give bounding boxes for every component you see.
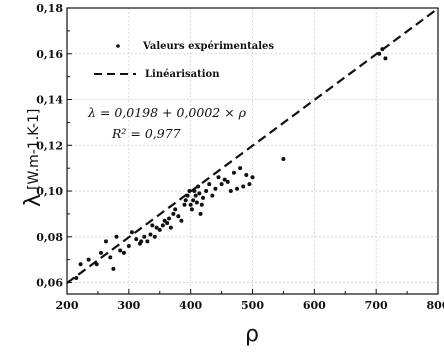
data-point xyxy=(160,223,165,228)
data-point xyxy=(188,202,193,207)
y-tick-label: 0,12 xyxy=(36,139,63,152)
data-point xyxy=(183,198,188,203)
data-point xyxy=(247,182,252,187)
data-point xyxy=(167,216,172,221)
data-point xyxy=(173,207,178,212)
data-point xyxy=(165,221,170,226)
equation-annotation: λ = 0,0198 + 0,0002 × ρ xyxy=(87,105,247,120)
data-point xyxy=(168,225,173,230)
legend: Valeurs expérimentales Linéarisation xyxy=(94,41,274,80)
data-point xyxy=(210,193,215,198)
data-point xyxy=(74,275,79,280)
data-point xyxy=(86,257,91,262)
data-point xyxy=(199,202,204,207)
data-point xyxy=(189,207,194,212)
axis-ticks xyxy=(66,7,439,294)
data-point xyxy=(228,189,233,194)
data-point xyxy=(114,234,119,239)
data-point xyxy=(171,211,176,216)
data-point xyxy=(225,179,230,184)
data-point xyxy=(198,211,203,216)
y-tick-label: 0,18 xyxy=(36,2,63,15)
data-point xyxy=(157,227,162,232)
y-tick-label: 0,16 xyxy=(36,48,63,61)
data-point xyxy=(235,186,240,191)
legend-label-experimental: Valeurs expérimentales xyxy=(142,41,274,52)
data-point xyxy=(145,239,150,244)
data-point xyxy=(78,262,83,267)
data-point xyxy=(207,182,212,187)
data-point xyxy=(191,198,196,203)
x-tick-label: 700 xyxy=(365,299,388,312)
data-point xyxy=(154,225,159,230)
linear-fit xyxy=(66,7,439,284)
x-axis-title: ρ xyxy=(245,322,259,347)
data-point xyxy=(129,230,134,235)
data-point xyxy=(187,189,192,194)
data-point xyxy=(103,239,108,244)
data-point xyxy=(152,234,157,239)
data-point xyxy=(182,202,187,207)
legend-label-fit: Linéarisation xyxy=(145,69,220,80)
data-point xyxy=(204,189,209,194)
data-point xyxy=(197,191,202,196)
fit-line xyxy=(66,7,439,284)
data-point xyxy=(139,239,144,244)
x-tick-label: 200 xyxy=(56,299,79,312)
data-point xyxy=(94,262,99,267)
data-point xyxy=(99,250,104,255)
data-point xyxy=(179,218,184,223)
data-point xyxy=(238,166,243,171)
data-point xyxy=(241,184,246,189)
data-point xyxy=(377,51,382,56)
data-point xyxy=(194,200,199,205)
x-tick-label: 400 xyxy=(179,299,202,312)
data-point xyxy=(108,255,113,260)
data-point xyxy=(231,170,236,175)
data-point xyxy=(148,232,153,237)
data-point xyxy=(383,56,388,61)
data-point xyxy=(244,173,249,178)
y-tick-label: 0,14 xyxy=(36,94,63,107)
y-tick-labels: 0,06 0,08 0,10 0,12 0,14 0,16 0,18 xyxy=(36,2,63,290)
r2-annotation: R² = 0,977 xyxy=(111,126,181,141)
data-point xyxy=(201,195,206,200)
x-tick-label: 500 xyxy=(241,299,264,312)
legend-marker-experimental xyxy=(116,44,120,48)
x-tick-label: 300 xyxy=(117,299,140,312)
data-point xyxy=(250,175,255,180)
y-axis-units: [W.m-1.K-1] xyxy=(26,109,42,190)
data-point xyxy=(118,248,123,253)
data-point xyxy=(193,193,198,198)
y-tick-label: 0,08 xyxy=(36,231,63,244)
data-point xyxy=(281,157,286,162)
x-tick-labels: 200 300 400 500 600 700 800 xyxy=(56,299,444,312)
y-tick-label: 0,06 xyxy=(36,277,63,290)
data-point xyxy=(176,214,181,219)
y-axis-title: λ [W.m-1.K-1] xyxy=(21,109,46,207)
x-tick-label: 800 xyxy=(427,299,444,312)
x-tick-label: 600 xyxy=(303,299,326,312)
data-point xyxy=(150,223,155,228)
data-point xyxy=(213,186,218,191)
data-point xyxy=(121,250,126,255)
y-tick-label: 0,10 xyxy=(36,185,63,198)
y-axis-symbol: λ xyxy=(21,194,46,207)
data-point xyxy=(142,234,147,239)
data-point xyxy=(216,175,221,180)
data-point xyxy=(222,177,227,182)
data-point xyxy=(126,243,131,248)
data-point xyxy=(219,182,224,187)
data-point xyxy=(111,266,116,271)
data-point xyxy=(134,237,139,242)
